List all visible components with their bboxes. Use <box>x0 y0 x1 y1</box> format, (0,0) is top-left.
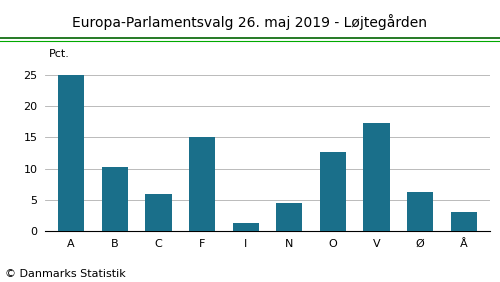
Bar <box>276 203 302 231</box>
Bar <box>407 192 434 231</box>
Text: © Danmarks Statistik: © Danmarks Statistik <box>5 269 126 279</box>
Bar <box>450 212 477 231</box>
Bar <box>58 74 84 231</box>
Bar <box>102 167 128 231</box>
Bar <box>320 152 346 231</box>
Bar <box>364 124 390 231</box>
Bar <box>146 194 172 231</box>
Text: Pct.: Pct. <box>50 49 70 59</box>
Text: Europa-Parlamentsvalg 26. maj 2019 - Løjtegården: Europa-Parlamentsvalg 26. maj 2019 - Løj… <box>72 14 428 30</box>
Bar <box>232 223 259 231</box>
Bar <box>189 137 215 231</box>
